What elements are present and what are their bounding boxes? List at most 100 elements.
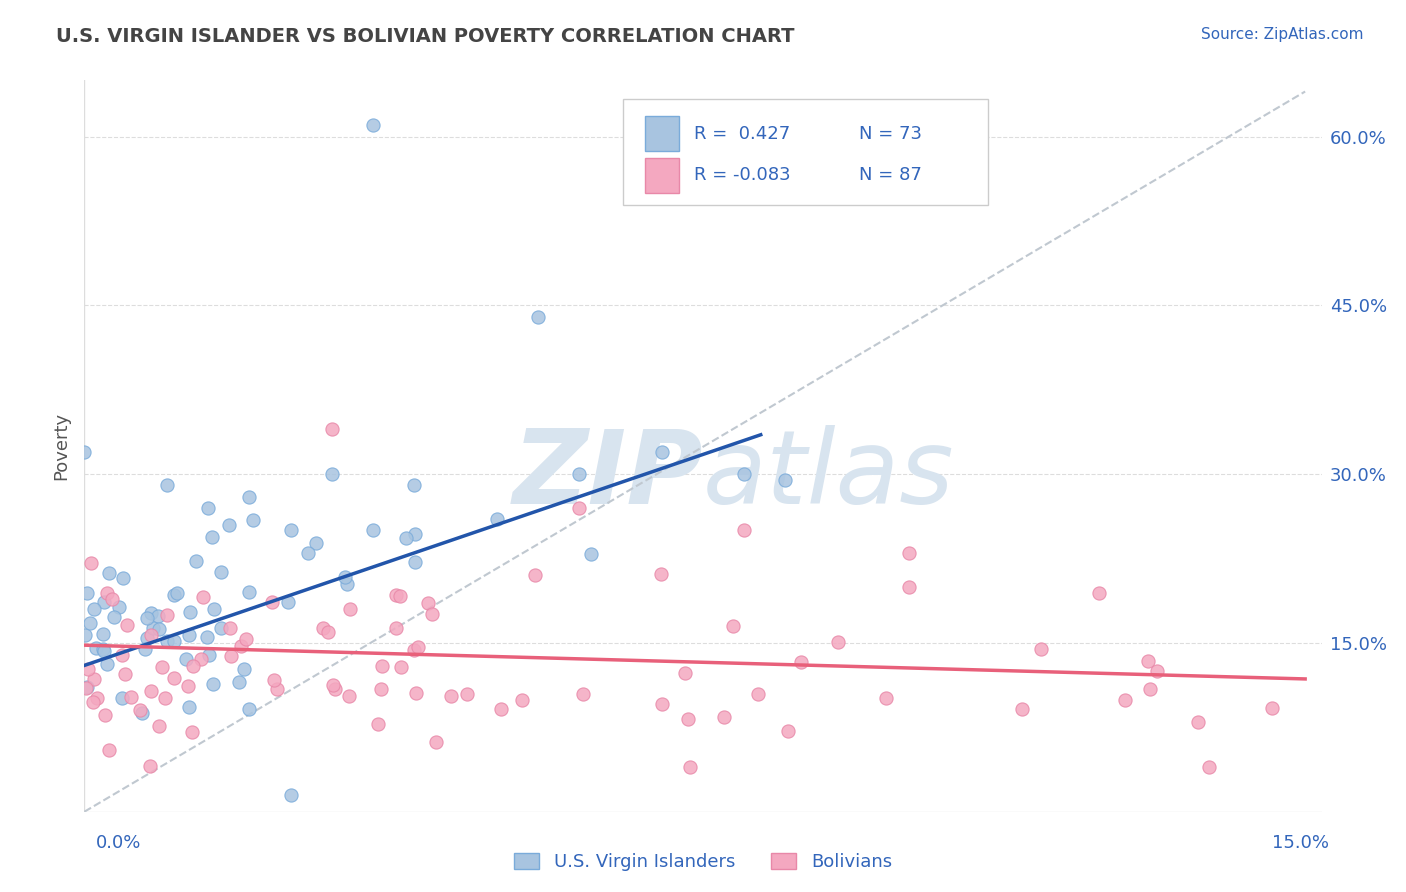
Point (420, 607, 443, 622)
Point (219, 621, 242, 635)
Point (297, 546, 319, 560)
Point (402, 642, 425, 657)
Point (370, 681, 392, 696)
Point (747, 687, 769, 701)
Point (108, 599, 131, 614)
Point (191, 591, 214, 605)
Point (134, 642, 156, 657)
FancyBboxPatch shape (645, 116, 679, 152)
Point (114, 666, 136, 681)
Point (177, 679, 200, 693)
Point (180, 725, 202, 739)
Point (322, 678, 344, 692)
Point (142, 621, 165, 635)
Point (678, 712, 700, 726)
Point (263, 673, 285, 688)
Point (238, 701, 260, 715)
Point (232, 662, 254, 676)
Point (80, 556, 103, 570)
Point (333, 569, 356, 583)
Point (115, 617, 138, 632)
Text: atlas: atlas (703, 425, 955, 525)
Point (406, 640, 429, 654)
Point (112, 571, 135, 585)
Point (775, 473, 797, 487)
Point (651, 697, 673, 711)
Point (898, 546, 921, 560)
Y-axis label: Poverty: Poverty (52, 412, 70, 480)
Point (418, 596, 440, 610)
Point (195, 631, 218, 645)
Point (367, 716, 389, 731)
Point (156, 634, 179, 648)
Point (384, 621, 406, 635)
Point (277, 595, 299, 609)
Point (361, 118, 384, 132)
Point (179, 700, 201, 714)
Point (527, 310, 550, 324)
Point (489, 701, 512, 715)
Point (197, 500, 219, 515)
Point (510, 693, 533, 707)
Point (1146, 664, 1168, 678)
Text: U.S. VIRGIN ISLANDER VS BOLIVIAN POVERTY CORRELATION CHART: U.S. VIRGIN ISLANDER VS BOLIVIAN POVERTY… (56, 27, 794, 45)
Point (266, 682, 288, 697)
Point (568, 467, 591, 482)
Point (100, 592, 122, 607)
Point (568, 500, 591, 515)
Point (198, 648, 221, 663)
Point (190, 652, 212, 666)
Point (339, 689, 361, 703)
Point (1136, 654, 1159, 668)
Point (405, 686, 427, 700)
Point (148, 609, 170, 624)
FancyBboxPatch shape (645, 158, 679, 193)
Point (572, 687, 595, 701)
Point (139, 684, 162, 698)
Point (75, 628, 97, 642)
Point (395, 531, 418, 545)
Point (440, 689, 463, 703)
Point (425, 735, 447, 749)
Point (485, 512, 508, 526)
Point (135, 611, 157, 625)
Point (713, 710, 735, 724)
Point (790, 655, 813, 669)
Point (96, 657, 118, 672)
Point (673, 666, 696, 681)
FancyBboxPatch shape (623, 99, 987, 204)
Point (371, 659, 394, 673)
Point (103, 610, 125, 624)
Text: R =  0.427: R = 0.427 (695, 125, 790, 143)
Point (150, 660, 173, 674)
Point (76, 586, 98, 600)
Point (776, 723, 799, 738)
Point (181, 659, 204, 673)
Point (97, 743, 120, 757)
Point (94, 708, 117, 723)
Point (75, 681, 97, 695)
Text: R = -0.083: R = -0.083 (695, 167, 792, 185)
Point (235, 632, 257, 646)
Point (456, 687, 478, 701)
Text: Source: ZipAtlas.com: Source: ZipAtlas.com (1201, 27, 1364, 42)
Point (91, 627, 114, 641)
Point (82, 695, 104, 709)
Point (229, 639, 252, 653)
Point (93, 644, 115, 658)
Point (84, 641, 107, 656)
Point (179, 605, 201, 619)
Point (280, 524, 302, 538)
Point (721, 619, 744, 633)
Point (120, 690, 142, 705)
Point (79, 616, 101, 631)
Point (83, 672, 105, 686)
Point (898, 580, 921, 594)
Point (111, 690, 134, 705)
Point (86, 691, 108, 706)
Point (166, 586, 188, 600)
Point (391, 660, 413, 674)
Point (77, 663, 100, 677)
Point (389, 589, 412, 603)
Point (209, 565, 232, 579)
